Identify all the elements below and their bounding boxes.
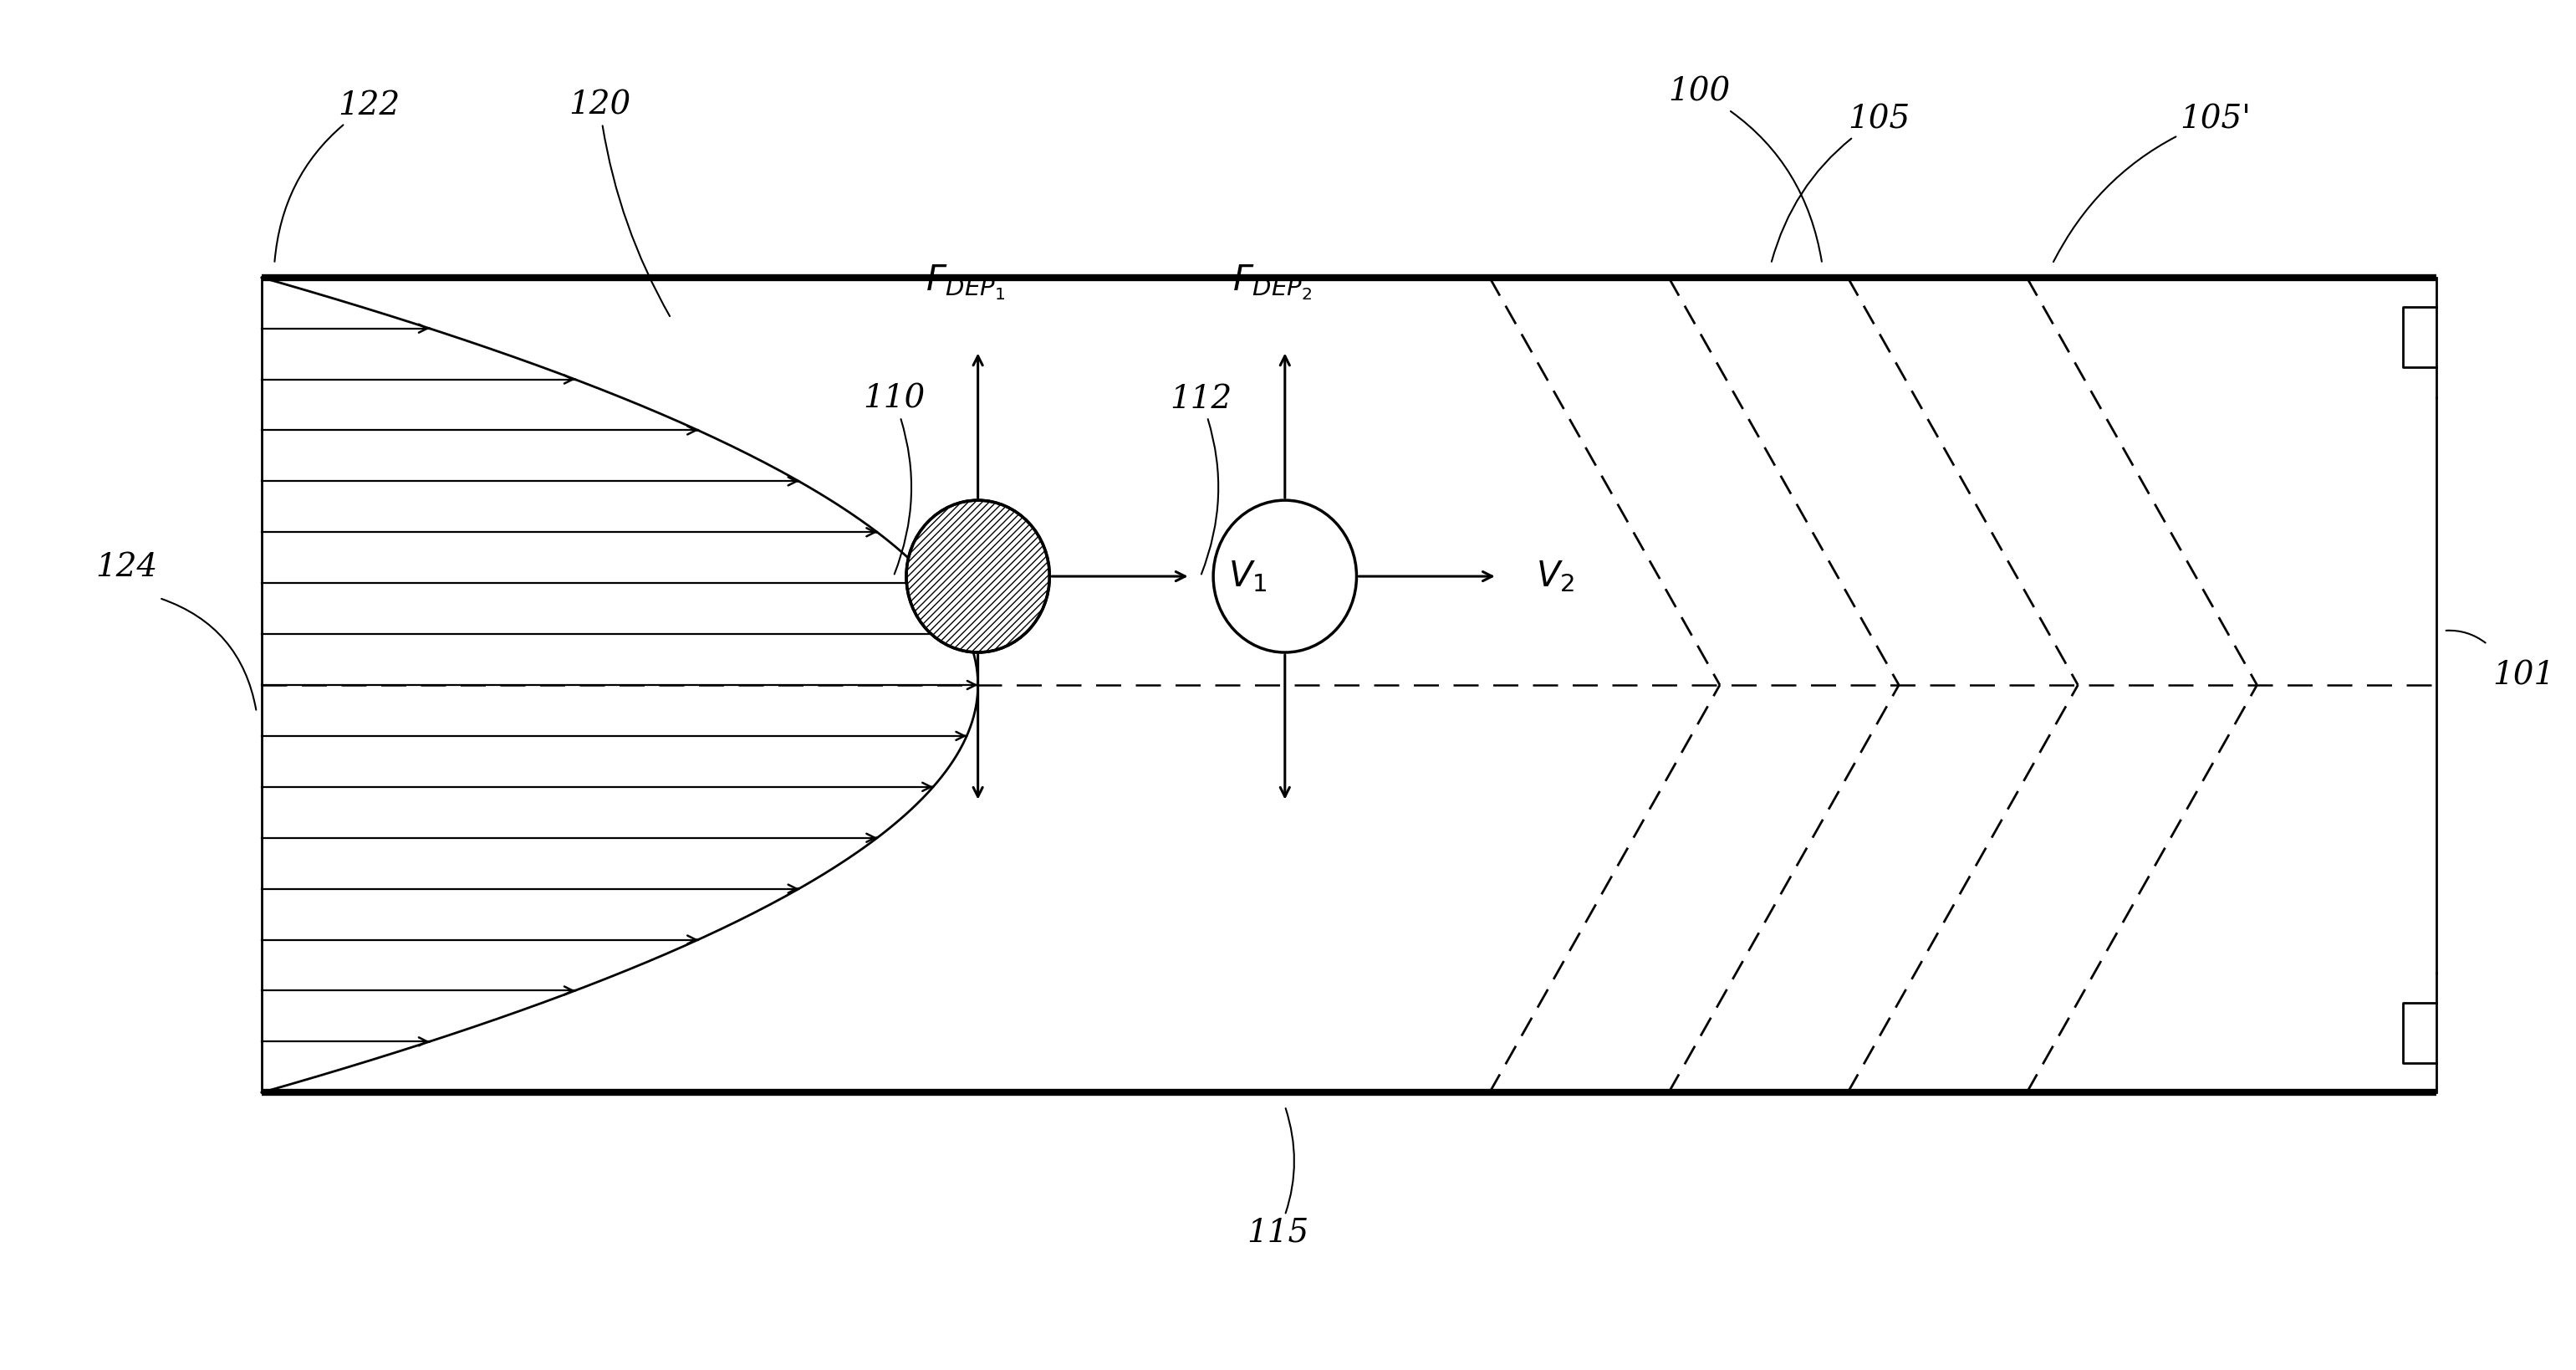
Circle shape bbox=[907, 500, 1048, 652]
Text: 100: 100 bbox=[1669, 77, 1821, 262]
Text: $F_{DEP_1}$: $F_{DEP_1}$ bbox=[925, 263, 1005, 301]
Circle shape bbox=[1213, 500, 1358, 652]
Text: 110: 110 bbox=[863, 384, 925, 574]
Text: $F_{DEP_2}$: $F_{DEP_2}$ bbox=[1231, 263, 1311, 301]
Text: 105': 105' bbox=[2053, 104, 2251, 262]
Text: 124: 124 bbox=[95, 552, 157, 584]
Text: 115: 115 bbox=[1247, 1108, 1309, 1248]
Text: $V_2$: $V_2$ bbox=[1535, 559, 1574, 593]
Text: $V_1$: $V_1$ bbox=[1229, 559, 1267, 593]
Text: 120: 120 bbox=[569, 90, 670, 316]
Text: 105: 105 bbox=[1772, 104, 1909, 262]
Text: 101: 101 bbox=[2494, 660, 2555, 692]
Text: 122: 122 bbox=[276, 90, 399, 262]
Text: 112: 112 bbox=[1170, 384, 1231, 574]
